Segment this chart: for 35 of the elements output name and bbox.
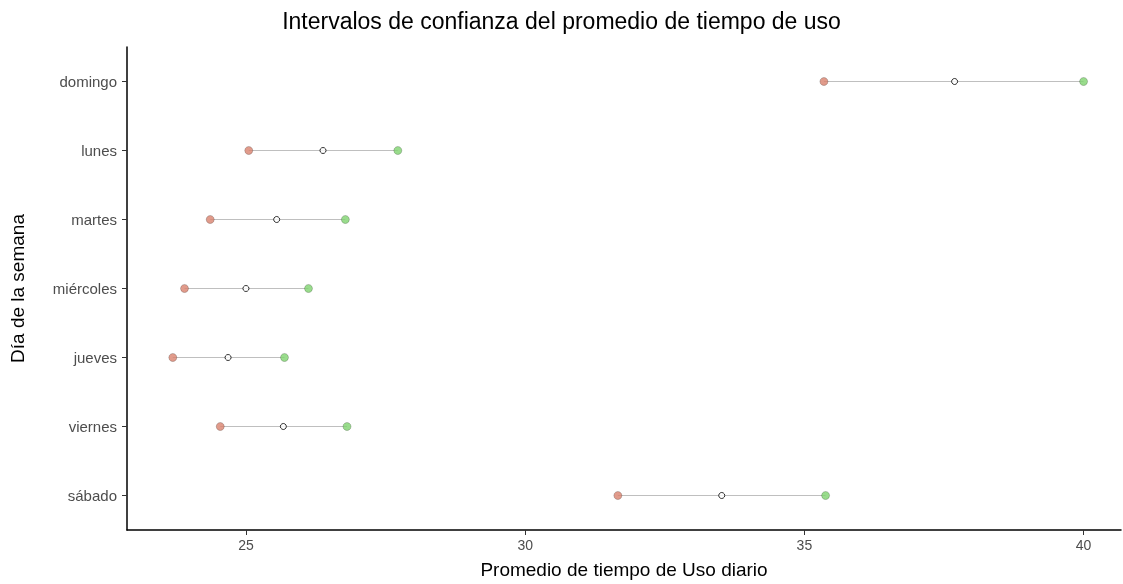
y-tick-label: jueves	[72, 349, 117, 366]
point	[340, 215, 350, 224]
point	[205, 215, 215, 224]
y-tick-label: domingo	[59, 73, 117, 90]
point	[393, 146, 403, 155]
x-tick-label: 40	[1075, 537, 1092, 553]
point	[304, 284, 313, 293]
point	[951, 78, 959, 85]
point	[279, 353, 289, 362]
point	[273, 216, 281, 223]
point	[613, 491, 623, 500]
point	[319, 147, 327, 154]
x-tick-label: 30	[517, 537, 534, 553]
point	[244, 146, 254, 155]
point	[242, 285, 250, 292]
y-tick-label: sábado	[67, 487, 117, 504]
point	[215, 422, 225, 431]
x-tick-label: 25	[238, 537, 254, 553]
point	[180, 284, 190, 293]
point	[819, 77, 829, 86]
x-tick-label: 35	[796, 537, 813, 553]
y-axis-title: Día de la semana	[7, 213, 28, 363]
y-tick-label: miércoles	[52, 280, 117, 297]
point	[718, 492, 726, 499]
point	[168, 353, 178, 362]
point	[224, 354, 232, 361]
x-axis-title: Promedio de tiempo de Uso diario	[480, 559, 768, 580]
y-tick-label: martes	[71, 211, 117, 228]
point	[342, 422, 352, 431]
point	[1079, 77, 1089, 86]
chart-title: Intervalos de confianza del promedio de tiempo de uso	[282, 7, 841, 34]
point	[821, 491, 831, 500]
y-tick-label: lunes	[81, 142, 117, 159]
y-tick-label: viernes	[68, 418, 117, 435]
point	[279, 423, 287, 430]
